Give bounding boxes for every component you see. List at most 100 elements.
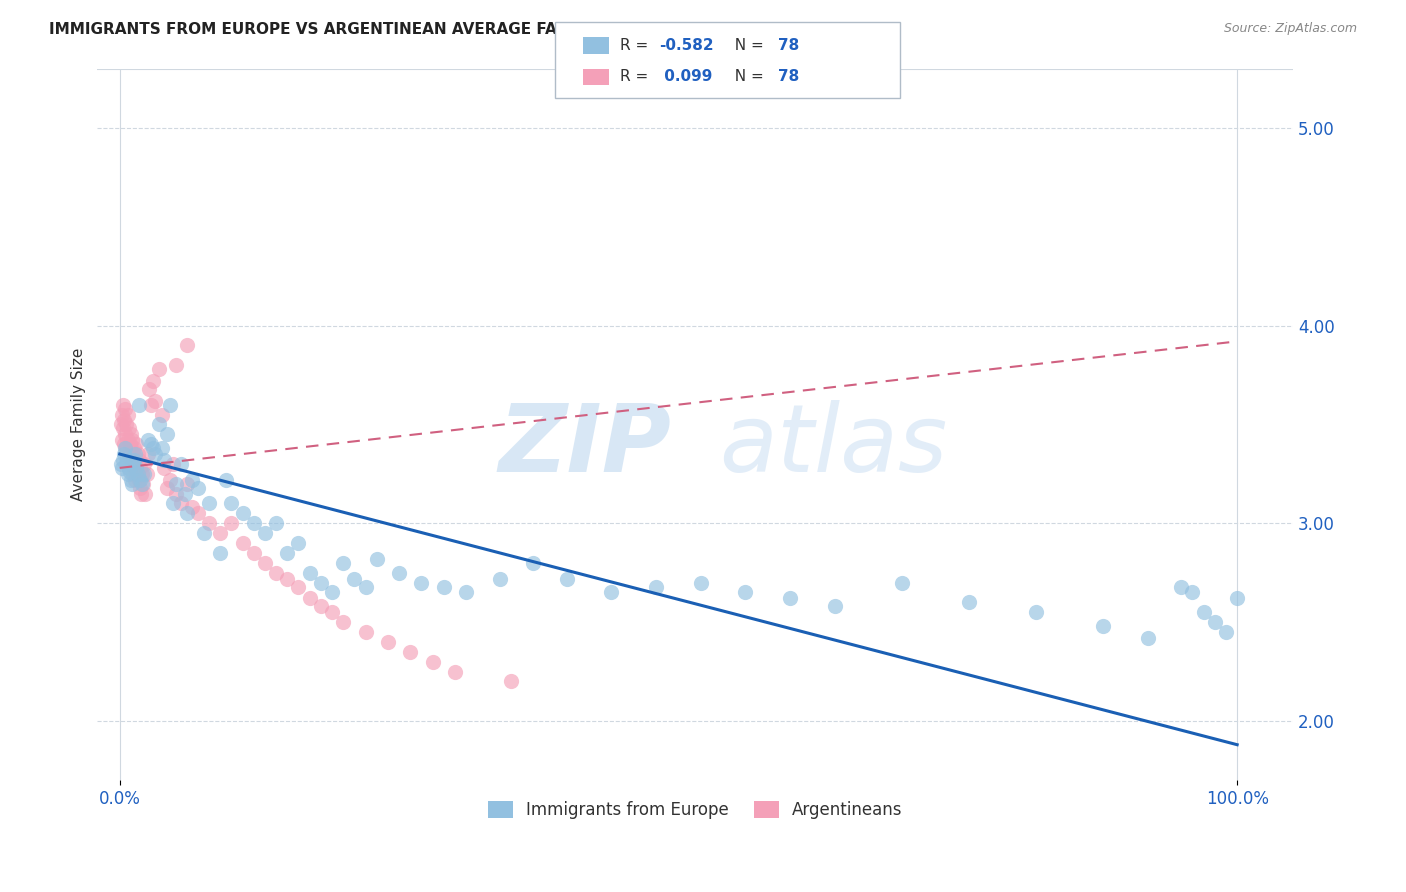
Point bbox=[287, 580, 309, 594]
Point bbox=[1204, 615, 1226, 629]
Point bbox=[176, 338, 198, 352]
Point bbox=[187, 507, 209, 521]
Point bbox=[332, 615, 354, 629]
Point bbox=[321, 605, 343, 619]
Point bbox=[150, 441, 173, 455]
Point bbox=[125, 437, 148, 451]
Point bbox=[122, 461, 145, 475]
Point bbox=[122, 467, 145, 481]
Point bbox=[399, 645, 422, 659]
Point bbox=[411, 575, 433, 590]
Point bbox=[153, 453, 176, 467]
Point bbox=[124, 447, 146, 461]
Point bbox=[343, 572, 366, 586]
Text: -0.582: -0.582 bbox=[659, 38, 714, 53]
Point bbox=[121, 457, 143, 471]
Text: N =: N = bbox=[725, 70, 769, 85]
Point bbox=[121, 434, 143, 448]
Point bbox=[122, 457, 145, 471]
Point bbox=[145, 393, 167, 408]
Point bbox=[221, 496, 243, 510]
Point bbox=[287, 536, 309, 550]
Point bbox=[114, 427, 136, 442]
Point bbox=[117, 461, 139, 475]
Point bbox=[117, 421, 139, 435]
Point bbox=[122, 453, 145, 467]
Point bbox=[127, 467, 149, 481]
Point bbox=[117, 467, 139, 481]
Point bbox=[127, 467, 149, 481]
Point bbox=[115, 457, 138, 471]
Point bbox=[1025, 605, 1047, 619]
Point bbox=[120, 427, 142, 442]
Point bbox=[110, 457, 132, 471]
Point bbox=[264, 566, 287, 580]
Text: R =: R = bbox=[620, 70, 654, 85]
Point bbox=[128, 473, 150, 487]
Point bbox=[111, 408, 134, 422]
Point bbox=[176, 507, 198, 521]
Point bbox=[153, 461, 176, 475]
Point bbox=[128, 453, 150, 467]
Point bbox=[232, 507, 254, 521]
Point bbox=[165, 358, 187, 372]
Point bbox=[132, 476, 155, 491]
Point bbox=[112, 453, 135, 467]
Point bbox=[131, 467, 153, 481]
Point bbox=[957, 595, 980, 609]
Point bbox=[522, 556, 544, 570]
Point bbox=[112, 398, 135, 412]
Point bbox=[1215, 625, 1237, 640]
Point bbox=[555, 572, 578, 586]
Point bbox=[118, 437, 141, 451]
Text: 78: 78 bbox=[778, 38, 799, 53]
Point bbox=[150, 408, 173, 422]
Point bbox=[779, 591, 801, 606]
Point bbox=[131, 476, 153, 491]
Point bbox=[134, 486, 156, 500]
Point bbox=[122, 447, 145, 461]
Point bbox=[127, 447, 149, 461]
Point bbox=[136, 434, 159, 448]
Point bbox=[112, 421, 135, 435]
Point bbox=[1136, 631, 1159, 645]
Point bbox=[156, 427, 179, 442]
Point bbox=[264, 516, 287, 531]
Point bbox=[456, 585, 478, 599]
Point bbox=[125, 461, 148, 475]
Point bbox=[354, 580, 377, 594]
Point bbox=[115, 441, 138, 455]
Point bbox=[253, 526, 276, 541]
Point bbox=[232, 536, 254, 550]
Point bbox=[209, 526, 232, 541]
Point bbox=[298, 591, 321, 606]
Point bbox=[136, 447, 159, 461]
Point bbox=[121, 476, 143, 491]
Point bbox=[824, 599, 846, 614]
Point bbox=[276, 572, 298, 586]
Point bbox=[139, 437, 162, 451]
Text: ZIP: ZIP bbox=[498, 400, 671, 491]
Point bbox=[135, 467, 157, 481]
Point bbox=[162, 457, 184, 471]
Point bbox=[689, 575, 711, 590]
Point bbox=[253, 556, 276, 570]
Point bbox=[128, 473, 150, 487]
Point bbox=[159, 398, 181, 412]
Point bbox=[129, 486, 152, 500]
Point bbox=[187, 481, 209, 495]
Point bbox=[156, 481, 179, 495]
Point bbox=[1181, 585, 1204, 599]
Point bbox=[176, 476, 198, 491]
Point bbox=[111, 461, 134, 475]
Point bbox=[215, 473, 238, 487]
Point bbox=[276, 546, 298, 560]
Point bbox=[499, 674, 522, 689]
Point bbox=[354, 625, 377, 640]
Point bbox=[114, 441, 136, 455]
Point bbox=[128, 398, 150, 412]
Point bbox=[1092, 619, 1115, 633]
Point bbox=[125, 461, 148, 475]
Point bbox=[433, 580, 456, 594]
Point bbox=[221, 516, 243, 531]
